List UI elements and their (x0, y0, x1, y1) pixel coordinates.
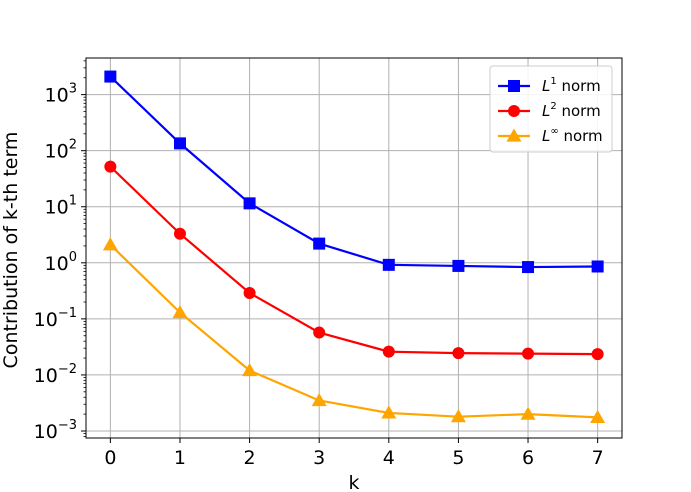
data-point (104, 70, 117, 83)
data-point (173, 137, 186, 150)
legend-marker (508, 105, 520, 117)
tick-layer: 0 1 2 3 4 5 6 7 10−3 10−2 10−1 100 101 102 103 (34, 60, 604, 469)
data-point (173, 227, 186, 240)
plot-frame (85, 57, 623, 439)
x-tick-label: 3 (313, 447, 325, 469)
data-point (382, 345, 395, 358)
x-axis-title: k (348, 472, 359, 492)
data-point (590, 409, 606, 423)
data-point (520, 406, 536, 420)
series-line (109, 165, 598, 356)
series-1 (104, 70, 604, 274)
data-point (311, 392, 327, 407)
data-point (243, 197, 256, 210)
data-point (382, 258, 395, 271)
data-point (242, 362, 258, 377)
legend: L1 norm L2 norm L∞ norm (489, 65, 613, 153)
data-point (102, 237, 118, 251)
data-point (522, 261, 535, 274)
data-point (313, 326, 326, 339)
y-tick-label: 100 (45, 250, 77, 275)
data-point (591, 260, 604, 273)
legend-label: L1 norm (542, 76, 601, 95)
x-tick-label: 5 (452, 447, 464, 469)
legend-marker (506, 128, 522, 142)
y-tick-label: 10−3 (34, 418, 77, 443)
legend-label: L∞ norm (542, 126, 603, 145)
series-line (109, 243, 598, 419)
y-tick-label: 103 (45, 82, 77, 107)
data-point (522, 347, 535, 360)
x-tick-label: 2 (244, 447, 256, 469)
y-tick-label: 102 (45, 138, 77, 163)
data-point (450, 409, 466, 423)
data-point (104, 160, 117, 173)
legend-entry: L2 norm (498, 101, 601, 120)
series-2 (104, 160, 604, 361)
y-tick-label: 10−1 (34, 306, 77, 331)
x-tick-label: 6 (522, 447, 534, 469)
legend-label: L2 norm (542, 101, 601, 120)
x-tick-label: 7 (592, 447, 604, 469)
legend-box (489, 65, 613, 153)
y-axis-title: Contribution of k-th term (0, 132, 22, 369)
series-3 (102, 237, 606, 423)
legend-marker (508, 80, 520, 92)
data-point (591, 348, 604, 361)
legend-entry: L1 norm (498, 76, 601, 95)
series-line (109, 75, 598, 269)
data-point (172, 304, 188, 319)
y-tick-label: 10−2 (34, 362, 77, 387)
series-layer (102, 70, 606, 423)
x-tick-label: 1 (174, 447, 186, 469)
data-point (381, 405, 397, 419)
x-tick-label: 4 (383, 447, 395, 469)
data-point (452, 259, 465, 272)
legend-entry: L∞ norm (498, 126, 603, 145)
data-point (243, 286, 256, 299)
y-tick-label: 101 (45, 194, 77, 219)
x-tick-label: 0 (104, 447, 116, 469)
data-point (452, 347, 465, 360)
data-point (313, 237, 326, 250)
